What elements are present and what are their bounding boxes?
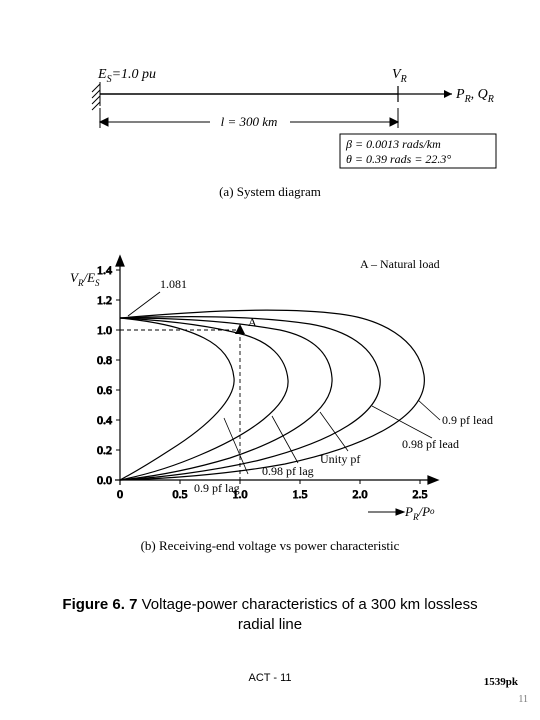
- svg-text:0.4: 0.4: [97, 413, 112, 427]
- load-arrow-head: [444, 90, 452, 98]
- legend-a: A – Natural load: [360, 257, 440, 271]
- caption-a: (a) System diagram: [219, 184, 321, 199]
- y-axis-label: VR/ES: [70, 270, 100, 288]
- param-beta: β = 0.0013 rads/km: [345, 137, 441, 151]
- pr-qr-label: PR, QR: [455, 87, 494, 105]
- length-label: l = 300 km: [221, 114, 278, 129]
- figure-area: ES=1.0 pu VR PR, QR l = 300 km: [0, 0, 540, 720]
- curve-lead-09: [120, 310, 424, 480]
- label-lag-098: 0.98 pf lag: [262, 464, 314, 478]
- svg-text:1.4: 1.4: [97, 263, 112, 277]
- svg-text:0.5: 0.5: [173, 487, 188, 501]
- svg-text:1.0: 1.0: [97, 323, 112, 337]
- guide-lines: [120, 330, 240, 480]
- svg-text:1.5: 1.5: [293, 487, 308, 501]
- system-diagram-svg: ES=1.0 pu VR PR, QR l = 300 km: [0, 0, 540, 230]
- label-unity: Unity pf: [320, 452, 360, 466]
- caption-b: (b) Receiving-end voltage vs power chara…: [141, 538, 400, 553]
- svg-text:2.0: 2.0: [353, 487, 368, 501]
- footer-right: 1539pk: [484, 676, 518, 688]
- y-ticks: 0.0 0.2 0.4 0.6 0.8 1.0 1.2 1.4: [97, 263, 120, 487]
- curve-lag-098: [120, 318, 288, 480]
- figure-label: Figure 6. 7: [62, 596, 137, 613]
- svg-text:0.0: 0.0: [97, 473, 112, 487]
- svg-text:0.8: 0.8: [97, 353, 112, 367]
- label-lag-09: 0.9 pf lag: [194, 481, 240, 495]
- curve-unity: [120, 318, 332, 480]
- label-lead-09: 0.9 pf lead: [442, 413, 493, 427]
- figure-caption-text: Voltage-power characteristics of a 300 k…: [137, 596, 477, 633]
- page-number: 11: [518, 694, 528, 705]
- pv-chart-svg: 0.0 0.2 0.4 0.6 0.8 1.0 1.2 1.4 0 0.5 1.…: [0, 220, 540, 590]
- svg-text:0.2: 0.2: [97, 443, 112, 457]
- svg-text:1.2: 1.2: [97, 293, 112, 307]
- x-axis-arrow-icon: [368, 509, 404, 515]
- es-symbol: ES=1.0 pu: [97, 67, 156, 85]
- svg-text:2.5: 2.5: [413, 487, 428, 501]
- note-1081-leader: [128, 292, 160, 316]
- figure-caption: Figure 6. 7 Voltage-power characteristic…: [50, 595, 490, 636]
- svg-text:A: A: [248, 315, 257, 329]
- param-theta: θ = 0.39 rads = 22.3°: [346, 152, 451, 166]
- svg-text:0: 0: [117, 487, 123, 501]
- label-lead-098: 0.98 pf lead: [402, 437, 459, 451]
- curve-lag-09: [120, 318, 234, 480]
- footer-center: ACT - 11: [0, 672, 540, 684]
- fixed-support-icon: [92, 82, 100, 110]
- note-1081: 1.081: [160, 277, 187, 291]
- x-ticks: 0 0.5 1.0 1.5 2.0 2.5: [117, 480, 428, 501]
- x-axis-label: PR/Po: [404, 504, 435, 522]
- vr-symbol: VR: [392, 67, 407, 85]
- pv-curves: [120, 310, 424, 480]
- svg-text:0.6: 0.6: [97, 383, 112, 397]
